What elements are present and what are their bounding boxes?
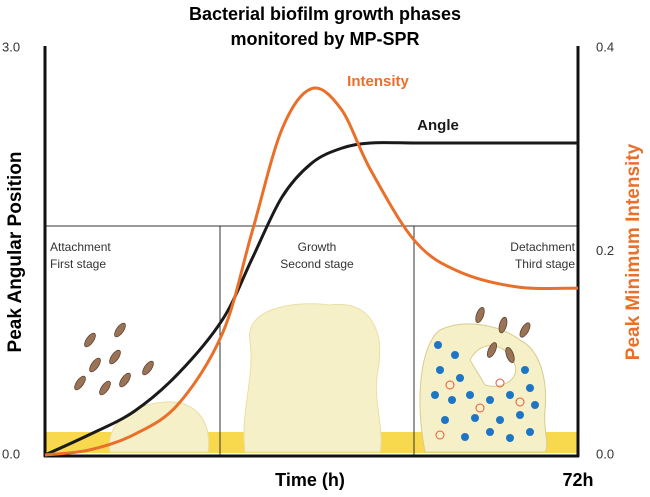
y-axis-label: Peak Angular Position [5, 152, 26, 353]
stage-label: Growth [298, 240, 337, 254]
bacteria [74, 306, 531, 396]
stage-label: Second stage [280, 257, 354, 271]
series-line [44, 141, 578, 457]
y2-tick-label: 0.0 [596, 446, 614, 461]
chart-title: monitored by MP-SPR [230, 29, 419, 49]
illustration [45, 303, 578, 453]
y-tick-label: 0.0 [2, 446, 20, 461]
axes [43, 46, 580, 458]
stage-label: Detachment [510, 240, 575, 254]
markers [435, 378, 525, 440]
y2-tick-label: 0.4 [596, 39, 614, 54]
biofilm-blob [243, 303, 382, 453]
x-tick-label: 72h [562, 470, 593, 490]
chart-title: Bacterial biofilm growth phases [189, 4, 461, 24]
series-label: Angle [417, 117, 459, 134]
biofilm-cavity [469, 345, 517, 387]
stage-label: First stage [50, 257, 106, 271]
series-label: Intensity [347, 73, 409, 90]
stage-label: Attachment [50, 240, 111, 254]
y2-tick-label: 0.2 [596, 243, 614, 258]
y2-axis-label: Peak Minimum Intensity [623, 143, 644, 360]
series-line [44, 86, 579, 457]
dots [431, 341, 539, 442]
biofilm-blob [108, 401, 210, 453]
y-tick-label: 3.0 [2, 39, 20, 54]
x-axis-label: Time (h) [275, 470, 345, 490]
stage-label: Third stage [515, 257, 575, 271]
